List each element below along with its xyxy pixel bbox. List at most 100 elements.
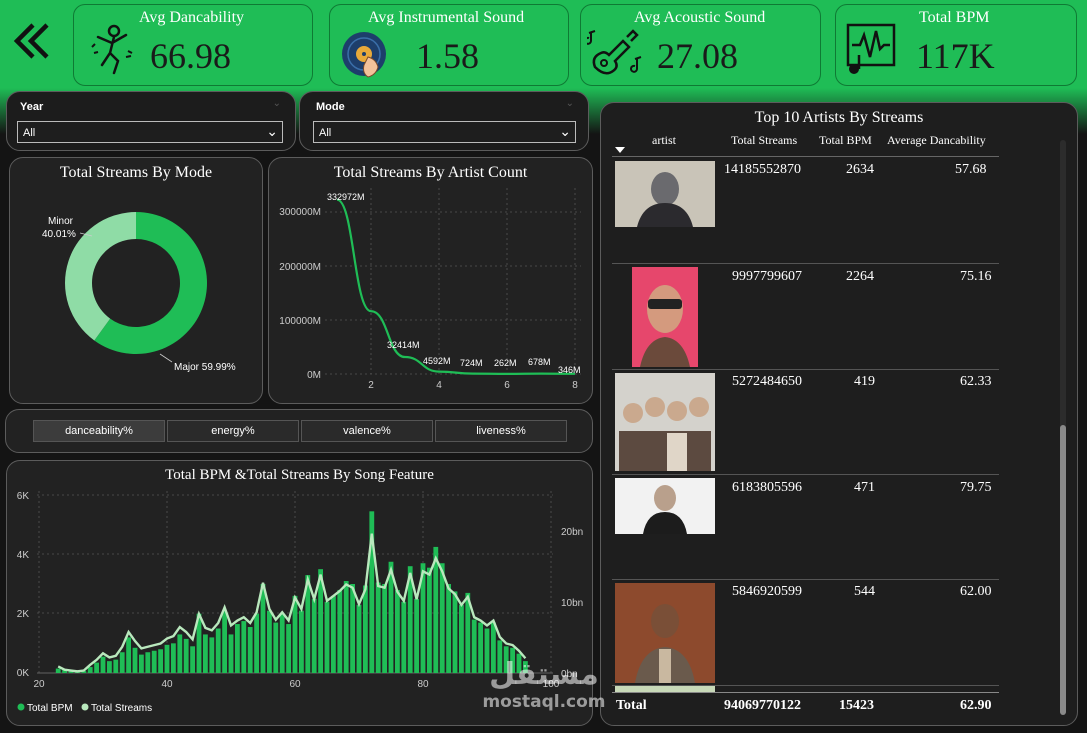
bpm-bar[interactable] [439, 563, 445, 673]
kpi-value: 27.08 [657, 36, 738, 76]
bpm-bar[interactable] [267, 610, 272, 673]
tab-energy[interactable]: energy% [167, 420, 299, 442]
bpm-bar[interactable] [356, 604, 362, 673]
bpm-bar[interactable] [55, 668, 61, 673]
y-left-tick: 4K [17, 550, 30, 561]
bpm-bar[interactable] [228, 634, 234, 673]
bpm-bar[interactable] [311, 598, 317, 673]
bpm-bar[interactable] [446, 584, 451, 673]
bpm-bar[interactable] [395, 589, 400, 673]
bpm-bar[interactable] [337, 589, 343, 673]
bpm-bar[interactable] [497, 640, 503, 673]
table-row[interactable]: 5272484650 419 62.33 [612, 370, 999, 475]
streams-by-artist-count-panel: Total Streams By Artist Count 300000M 20… [268, 157, 593, 404]
bpm-bar[interactable] [177, 634, 183, 673]
bpm-bar[interactable] [203, 634, 208, 673]
column-header-average-dancability[interactable]: Average Dancability [887, 133, 986, 147]
mode-select[interactable]: All ⌄ [313, 121, 576, 143]
bpm-bar[interactable] [183, 638, 189, 673]
bpm-bar[interactable] [113, 659, 119, 673]
artist-photo [615, 373, 715, 471]
bpm-bar[interactable] [87, 667, 93, 673]
bpm-bar[interactable] [100, 656, 106, 673]
column-header-total-bpm[interactable]: Total BPM [819, 133, 872, 147]
bpm-bar[interactable] [247, 627, 253, 673]
bpm-bar[interactable] [471, 619, 477, 673]
bpm-bar[interactable] [414, 598, 419, 673]
sort-desc-icon [615, 147, 625, 153]
column-header-total-streams[interactable]: Total Streams [731, 133, 798, 147]
bpm-bar[interactable] [119, 652, 125, 673]
bpm-bar[interactable] [382, 584, 387, 673]
bpm-bar[interactable] [260, 584, 266, 673]
bpm-bar[interactable] [324, 601, 330, 673]
bpm-bar[interactable] [158, 649, 163, 673]
year-select[interactable]: All ⌄ [17, 121, 283, 143]
bpm-bar[interactable] [81, 670, 87, 673]
bpm-bar[interactable] [279, 613, 285, 673]
bpm-bar[interactable] [363, 585, 368, 673]
bpm-bar[interactable] [331, 595, 336, 673]
bpm-bar[interactable] [151, 650, 157, 673]
bpm-bar[interactable] [491, 622, 496, 673]
bpm-bar[interactable] [510, 647, 515, 673]
bpm-bar[interactable] [343, 581, 349, 673]
bpm-bar[interactable] [215, 628, 221, 674]
scrollbar-thumb[interactable] [1060, 425, 1066, 715]
bpm-bar[interactable] [350, 584, 355, 673]
bpm-bar[interactable] [209, 637, 215, 673]
bpm-bar[interactable] [107, 661, 112, 673]
tab-valence[interactable]: valence% [301, 420, 433, 442]
bpm-bar[interactable] [273, 622, 279, 673]
bpm-bar[interactable] [235, 624, 240, 673]
bpm-bar[interactable] [369, 511, 375, 673]
bpm-bar[interactable] [126, 637, 131, 673]
table-scrollbar[interactable] [1060, 140, 1066, 715]
donut-slice-major[interactable] [94, 212, 207, 354]
bpm-bar[interactable] [305, 575, 311, 673]
table-row[interactable]: 6183805596 471 79.75 [612, 475, 999, 580]
bpm-bar[interactable] [318, 569, 323, 673]
bpm-bar[interactable] [452, 591, 458, 673]
bpm-bar[interactable] [523, 661, 528, 673]
bpm-bar[interactable] [222, 610, 227, 673]
table-row[interactable]: 5846920599 544 62.00 [612, 580, 999, 686]
bpm-bar[interactable] [459, 604, 464, 673]
bpm-bar[interactable] [68, 670, 74, 673]
line-chart: 300000M 200000M 100000M 0M 2 4 6 8 33297… [279, 188, 581, 391]
bpm-bar[interactable] [478, 622, 483, 673]
bpm-bar[interactable] [388, 561, 394, 673]
bpm-bar[interactable] [516, 653, 522, 673]
table-row[interactable]: 14185552870 2634 57.68 [612, 157, 999, 264]
bpm-bar[interactable] [254, 613, 259, 673]
bpm-bar[interactable] [62, 669, 67, 673]
bpm-bar[interactable] [420, 563, 426, 673]
bpm-bar[interactable] [190, 646, 195, 673]
bpm-bar[interactable] [503, 646, 509, 673]
column-header-artist[interactable]: artist [652, 133, 676, 147]
bpm-bar[interactable] [196, 613, 202, 673]
bpm-bar[interactable] [139, 654, 144, 673]
bpm-bar[interactable] [132, 647, 138, 673]
tab-danceability[interactable]: danceability% [33, 420, 165, 442]
bpm-bar[interactable] [145, 652, 151, 673]
bpm-bar[interactable] [299, 610, 304, 673]
bpm-bar[interactable] [433, 546, 439, 673]
bpm-bar[interactable] [465, 592, 471, 673]
donut-slice-minor[interactable] [65, 212, 136, 341]
y-tick-label: 200000M [279, 262, 321, 273]
bpm-bar[interactable] [375, 582, 381, 673]
table-row[interactable]: 9997799607 2264 75.16 [612, 264, 999, 370]
bpm-bar[interactable] [171, 643, 176, 673]
back-button[interactable] [8, 18, 54, 64]
bpm-bar[interactable] [484, 628, 490, 674]
bpm-bar[interactable] [94, 662, 99, 673]
bpm-bar[interactable] [164, 644, 170, 673]
bpm-bar[interactable] [241, 621, 247, 673]
bpm-bar[interactable] [427, 567, 432, 673]
bpm-bar[interactable] [286, 624, 291, 673]
tab-liveness[interactable]: liveness% [435, 420, 567, 442]
bpm-bar[interactable] [292, 595, 298, 673]
bpm-bar[interactable] [401, 601, 407, 673]
bpm-bar[interactable] [407, 566, 413, 673]
